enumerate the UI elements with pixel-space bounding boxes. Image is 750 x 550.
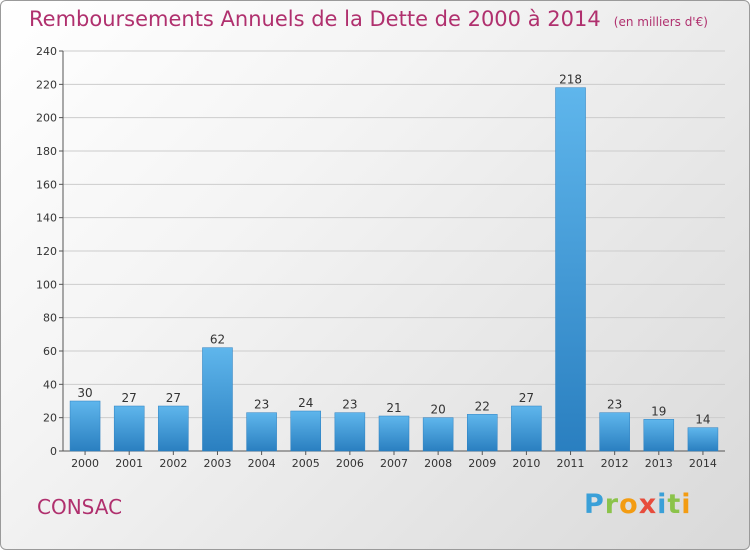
data-label: 14	[695, 413, 710, 427]
logo-letter: i	[681, 489, 692, 520]
x-tick-label: 2005	[292, 457, 320, 470]
bar-2003	[202, 347, 233, 452]
chart-title: Remboursements Annuels de la Dette de 20…	[29, 7, 708, 31]
chart-title-text: Remboursements Annuels de la Dette de 20…	[29, 7, 601, 31]
y-tick-label: 100	[36, 278, 57, 291]
bar-2013	[643, 419, 675, 452]
chart-unit: (en milliers d'€)	[613, 15, 708, 29]
y-tick-label: 140	[36, 212, 57, 225]
x-tick-label: 2004	[248, 457, 276, 470]
data-label: 23	[342, 398, 357, 412]
bar-2006	[334, 412, 366, 452]
x-tick-label: 2011	[557, 457, 585, 470]
bar-2008	[422, 417, 454, 452]
commune-name: CONSAC	[37, 495, 123, 519]
y-tick-label: 40	[43, 378, 57, 391]
x-tick-label: 2001	[115, 457, 143, 470]
data-label: 62	[210, 333, 225, 347]
data-label: 218	[559, 73, 582, 87]
bar-2007	[378, 415, 410, 452]
x-tick-label: 2007	[380, 457, 408, 470]
bar-2002	[158, 405, 189, 452]
data-label: 27	[166, 391, 181, 405]
data-label: 23	[607, 398, 622, 412]
bar-2000	[69, 400, 101, 452]
bar-2014	[687, 427, 719, 452]
data-label: 23	[254, 398, 269, 412]
bar-2009	[467, 414, 498, 452]
logo-letter: i	[657, 489, 668, 520]
x-tick-label: 2008	[424, 457, 452, 470]
data-label: 27	[519, 391, 534, 405]
x-tick-label: 2013	[645, 457, 673, 470]
y-tick-label: 60	[43, 345, 57, 358]
proxiti-logo: Proxiti	[584, 489, 692, 520]
bar-2012	[599, 412, 630, 452]
y-tick-label: 220	[36, 78, 57, 91]
bar-2005	[290, 410, 321, 452]
x-tick-label: 2009	[468, 457, 496, 470]
y-tick-label: 180	[36, 145, 57, 158]
data-label: 21	[386, 401, 401, 415]
bar-2010	[511, 405, 542, 452]
data-label: 27	[122, 391, 137, 405]
data-label: 19	[651, 404, 666, 418]
y-tick-label: 200	[36, 112, 57, 125]
x-tick-label: 2012	[601, 457, 629, 470]
bar-2004	[246, 412, 277, 452]
x-tick-label: 2014	[689, 457, 717, 470]
y-tick-label: 20	[43, 412, 57, 425]
logo-letter: o	[619, 489, 639, 520]
logo-letter: P	[584, 489, 605, 520]
y-tick-label: 160	[36, 178, 57, 191]
x-tick-label: 2006	[336, 457, 364, 470]
y-tick-label: 120	[36, 245, 57, 258]
x-tick-label: 2002	[159, 457, 187, 470]
y-tick-label: 80	[43, 312, 57, 325]
logo-letter: x	[638, 489, 658, 520]
data-label: 20	[430, 403, 445, 417]
bar-2001	[113, 405, 145, 452]
logo-letter: r	[604, 489, 620, 520]
data-label: 24	[298, 396, 313, 410]
y-tick-label: 240	[36, 45, 57, 58]
logo-letter: t	[667, 489, 682, 520]
x-tick-label: 2003	[203, 457, 231, 470]
bar-2011	[555, 87, 586, 452]
x-tick-label: 2000	[71, 457, 99, 470]
data-label: 22	[475, 399, 490, 413]
y-tick-label: 0	[50, 445, 57, 458]
x-tick-label: 2010	[512, 457, 540, 470]
data-label: 30	[77, 386, 92, 400]
